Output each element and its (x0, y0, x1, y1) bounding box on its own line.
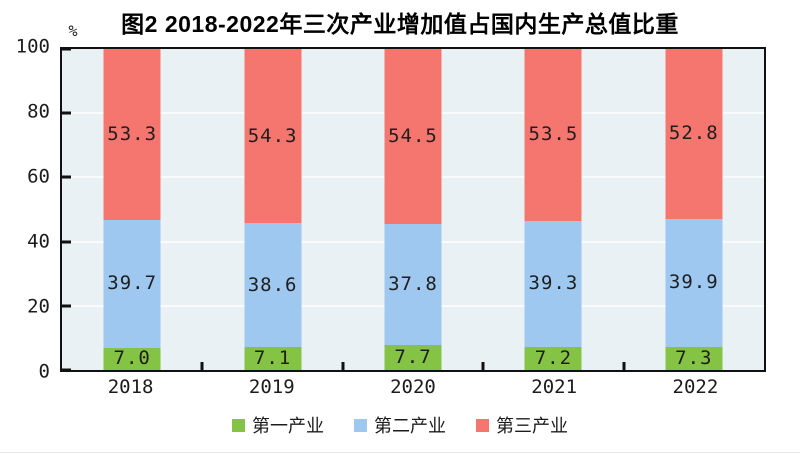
bar-segment: 7.1 (244, 347, 302, 370)
stacked-bar-2022: 52.8 39.9 7.3 (665, 49, 723, 370)
segment-value-label: 53.3 (107, 123, 158, 146)
bar-segment: 7.3 (665, 346, 723, 370)
legend-item: 第三产业 (476, 412, 568, 438)
segment-value-label: 39.7 (107, 272, 158, 295)
y-axis-tick-label: 20 (27, 295, 50, 318)
x-axis-category-label: 2022 (672, 376, 719, 398)
legend-label: 第二产业 (374, 416, 446, 436)
y-axis-tick-mark (62, 47, 71, 51)
bar-segment: 53.3 (103, 49, 161, 221)
y-axis-tick-mark (62, 304, 71, 308)
y-axis-tick-label: 80 (27, 100, 50, 123)
segment-value-label: 7.1 (253, 347, 292, 370)
y-axis-tick-mark (62, 111, 71, 115)
y-axis-tick-mark (62, 368, 71, 372)
x-axis-tick-mark (622, 362, 626, 370)
stacked-bar-2020: 54.5 37.8 7.7 (384, 49, 442, 370)
bar-segment: 7.0 (103, 347, 161, 370)
bar-segment: 7.7 (384, 345, 442, 370)
y-axis-tick-label: 40 (27, 230, 50, 253)
segment-value-label: 39.9 (668, 271, 719, 294)
legend: 第一产业 第二产业 第三产业 (0, 412, 800, 438)
legend-swatch-icon (354, 418, 367, 432)
bar-segment: 54.3 (244, 49, 302, 224)
legend-item: 第二产业 (354, 412, 446, 438)
y-axis-tick-label: 0 (38, 360, 50, 383)
stacked-bar-2019: 54.3 38.6 7.1 (244, 49, 302, 370)
segment-value-label: 53.5 (528, 123, 579, 146)
bar-segment: 52.8 (665, 49, 723, 219)
legend-label: 第三产业 (496, 416, 568, 436)
stacked-bar-2021: 53.5 39.3 7.2 (524, 49, 582, 370)
segment-value-label: 39.3 (528, 272, 579, 295)
x-axis-category-label: 2021 (531, 376, 578, 398)
bar-segment: 39.3 (524, 220, 582, 347)
y-axis-tick-label: 60 (27, 165, 50, 188)
segment-value-label: 7.0 (113, 347, 151, 370)
bar-segment: 7.2 (524, 346, 582, 370)
plot-area: 53.3 39.7 7.0 54.3 38.6 7.1 54.5 37.8 7.7 53.5 39.… (60, 47, 766, 372)
y-axis-unit-label: % (68, 22, 78, 40)
x-axis-category-label: 2020 (390, 376, 436, 398)
segment-value-label: 7.7 (394, 346, 432, 369)
bar-segment: 39.9 (665, 218, 723, 347)
segment-value-label: 38.6 (247, 273, 298, 296)
legend-item: 第一产业 (232, 412, 324, 438)
y-axis-tick-mark (62, 175, 71, 179)
legend-swatch-icon (232, 418, 245, 432)
stacked-bar-2018: 53.3 39.7 7.0 (103, 49, 161, 370)
x-axis-labels: 2018 2019 2020 2021 2022 (60, 378, 766, 400)
segment-value-label: 7.3 (675, 346, 713, 369)
bar-segment: 53.5 (524, 49, 582, 221)
bar-segment: 39.7 (103, 220, 161, 348)
segment-value-label: 54.5 (388, 125, 438, 147)
legend-label: 第一产业 (252, 416, 324, 436)
y-axis-tick-label: 100 (15, 35, 50, 58)
y-axis-tick-mark (62, 240, 71, 244)
segment-value-label: 7.2 (534, 346, 573, 369)
bar-segment: 37.8 (384, 223, 442, 346)
legend-swatch-icon (476, 418, 489, 432)
x-axis-tick-mark (341, 362, 345, 370)
segment-value-label: 54.3 (247, 124, 298, 147)
bar-segment: 38.6 (244, 223, 302, 348)
page-bottom-divider (0, 452, 800, 453)
segment-value-label: 37.8 (388, 273, 438, 296)
chart-title: 图2 2018-2022年三次产业增加值占国内生产总值比重 (121, 11, 679, 37)
x-axis-category-label: 2019 (248, 376, 295, 398)
x-axis-tick-mark (200, 362, 204, 370)
bar-segment: 54.5 (384, 49, 442, 224)
segment-value-label: 52.8 (668, 122, 719, 145)
x-axis-category-label: 2018 (107, 376, 154, 398)
x-axis-tick-mark (481, 362, 485, 370)
y-axis-tick-labels: 0 20 40 60 80 100 (0, 37, 50, 381)
